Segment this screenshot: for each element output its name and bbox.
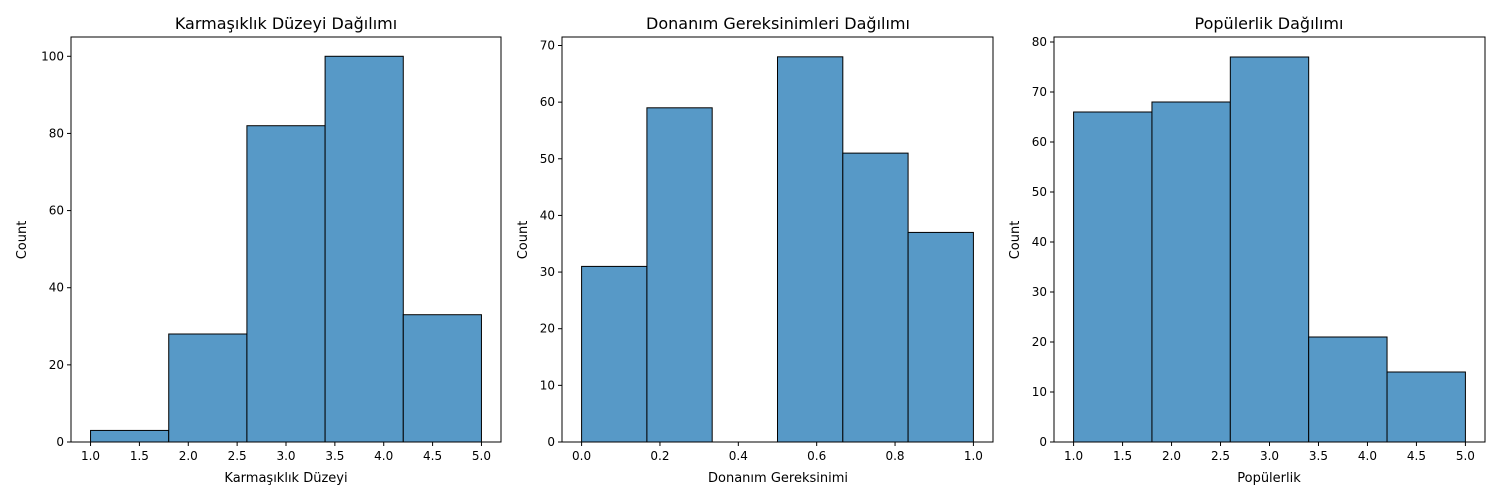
histogram-bar	[402, 314, 482, 443]
plot-area: 1.0 1.5 2.0 2.5 3.0 3.5 4.0 4.5 5.0 0 20 40 60 80 100	[41, 36, 502, 463]
y-tick-label: 100	[41, 49, 64, 63]
y-tick-label: 40	[540, 208, 555, 222]
y-axis-label: Count	[15, 221, 30, 260]
y-tick-label: 60	[1032, 135, 1047, 149]
histogram-bar	[1386, 371, 1466, 443]
x-tick-label: 4.0	[374, 449, 393, 463]
subplot-complexity: Karmaşıklık Düzeyi Dağılımı Karmaşıklık …	[15, 14, 502, 486]
x-tick-label: 5.0	[1456, 449, 1475, 463]
x-tick-label: 0.6	[807, 449, 826, 463]
x-axis-label: Donanım Gereksinimi	[708, 471, 848, 486]
histogram-bar	[1229, 56, 1310, 443]
histogram-bar	[324, 55, 404, 443]
histogram-bar	[842, 152, 909, 443]
y-tick-label: 20	[540, 322, 555, 336]
x-tick-label: 1.5	[1113, 449, 1132, 463]
x-tick-label: 0.8	[885, 449, 904, 463]
x-tick-label: 3.5	[1309, 449, 1328, 463]
x-tick-label: 4.5	[1407, 449, 1426, 463]
y-tick-label: 0	[547, 435, 555, 449]
x-tick-label: 0.2	[650, 449, 669, 463]
histogram-bar	[907, 231, 974, 443]
x-tick-label: 4.5	[423, 449, 442, 463]
y-tick-label: 30	[540, 265, 555, 279]
x-tick-label: 1.0	[81, 449, 100, 463]
y-axis-label: Count	[516, 221, 531, 260]
x-axis-label: Popülerlik	[1237, 471, 1301, 486]
chart-title: Karmaşıklık Düzeyi Dağılımı	[175, 14, 397, 33]
y-tick-label: 50	[540, 152, 555, 166]
plot-area: 1.0 1.5 2.0 2.5 3.0 3.5 4.0 4.5 5.0 0 10 20 30 40 50 60…	[1032, 35, 1486, 463]
x-tick-label: 3.0	[276, 449, 295, 463]
x-tick-label: 3.5	[325, 449, 344, 463]
axes-frame	[561, 36, 994, 443]
y-axis-label: Count	[1008, 221, 1023, 260]
y-tick-label: 20	[1032, 335, 1047, 349]
y-tick-label: 70	[1032, 85, 1047, 99]
y-tick-label: 10	[540, 378, 555, 392]
x-tick-label: 2.0	[1162, 449, 1181, 463]
histogram-bar	[646, 107, 713, 443]
y-tick-label: 60	[540, 95, 555, 109]
y-tick-label: 30	[1032, 285, 1047, 299]
y-tick-label: 70	[540, 38, 555, 52]
x-tick-label: 1.0	[964, 449, 983, 463]
y-tick-label: 40	[49, 281, 64, 295]
subplot-hardware: Donanım Gereksinimleri Dağılımı Donanım …	[516, 14, 994, 486]
x-axis-label: Karmaşıklık Düzeyi	[224, 471, 347, 486]
histogram-bar	[581, 265, 648, 443]
x-tick-label: 1.0	[1064, 449, 1083, 463]
y-tick-label: 80	[49, 126, 64, 140]
histogram-bar	[168, 333, 248, 443]
y-tick-label: 0	[1039, 435, 1047, 449]
chart-title: Popülerlik Dağılımı	[1195, 14, 1344, 33]
x-tick-label: 2.0	[179, 449, 198, 463]
y-tick-label: 20	[49, 358, 64, 372]
x-tick-label: 1.5	[130, 449, 149, 463]
chart-title: Donanım Gereksinimleri Dağılımı	[646, 14, 910, 33]
histogram-bar	[1308, 336, 1388, 443]
x-tick-label: 2.5	[1211, 449, 1230, 463]
histogram-bar	[777, 56, 844, 443]
x-tick-label: 2.5	[228, 449, 247, 463]
y-tick-label: 60	[49, 204, 64, 218]
y-tick-label: 0	[56, 435, 64, 449]
x-tick-label: 5.0	[472, 449, 491, 463]
y-tick-label: 10	[1032, 385, 1047, 399]
y-tick-label: 50	[1032, 185, 1047, 199]
histogram-bar	[246, 125, 326, 443]
x-tick-label: 3.0	[1260, 449, 1279, 463]
plot-area: 0.0 0.2 0.4 0.6 0.8 1.0 0 10 20 30 40 50 60 70	[540, 36, 994, 463]
histogram-bar	[1073, 111, 1153, 443]
x-tick-label: 4.0	[1358, 449, 1377, 463]
x-tick-label: 0.0	[572, 449, 591, 463]
histogram-bar	[1151, 101, 1231, 443]
x-tick-label: 0.4	[729, 449, 748, 463]
y-tick-label: 80	[1032, 35, 1047, 49]
y-tick-label: 40	[1032, 235, 1047, 249]
histogram-bar	[90, 429, 170, 443]
subplot-popularity: Popülerlik Dağılımı Popülerlik Count 1.0…	[1008, 14, 1486, 486]
